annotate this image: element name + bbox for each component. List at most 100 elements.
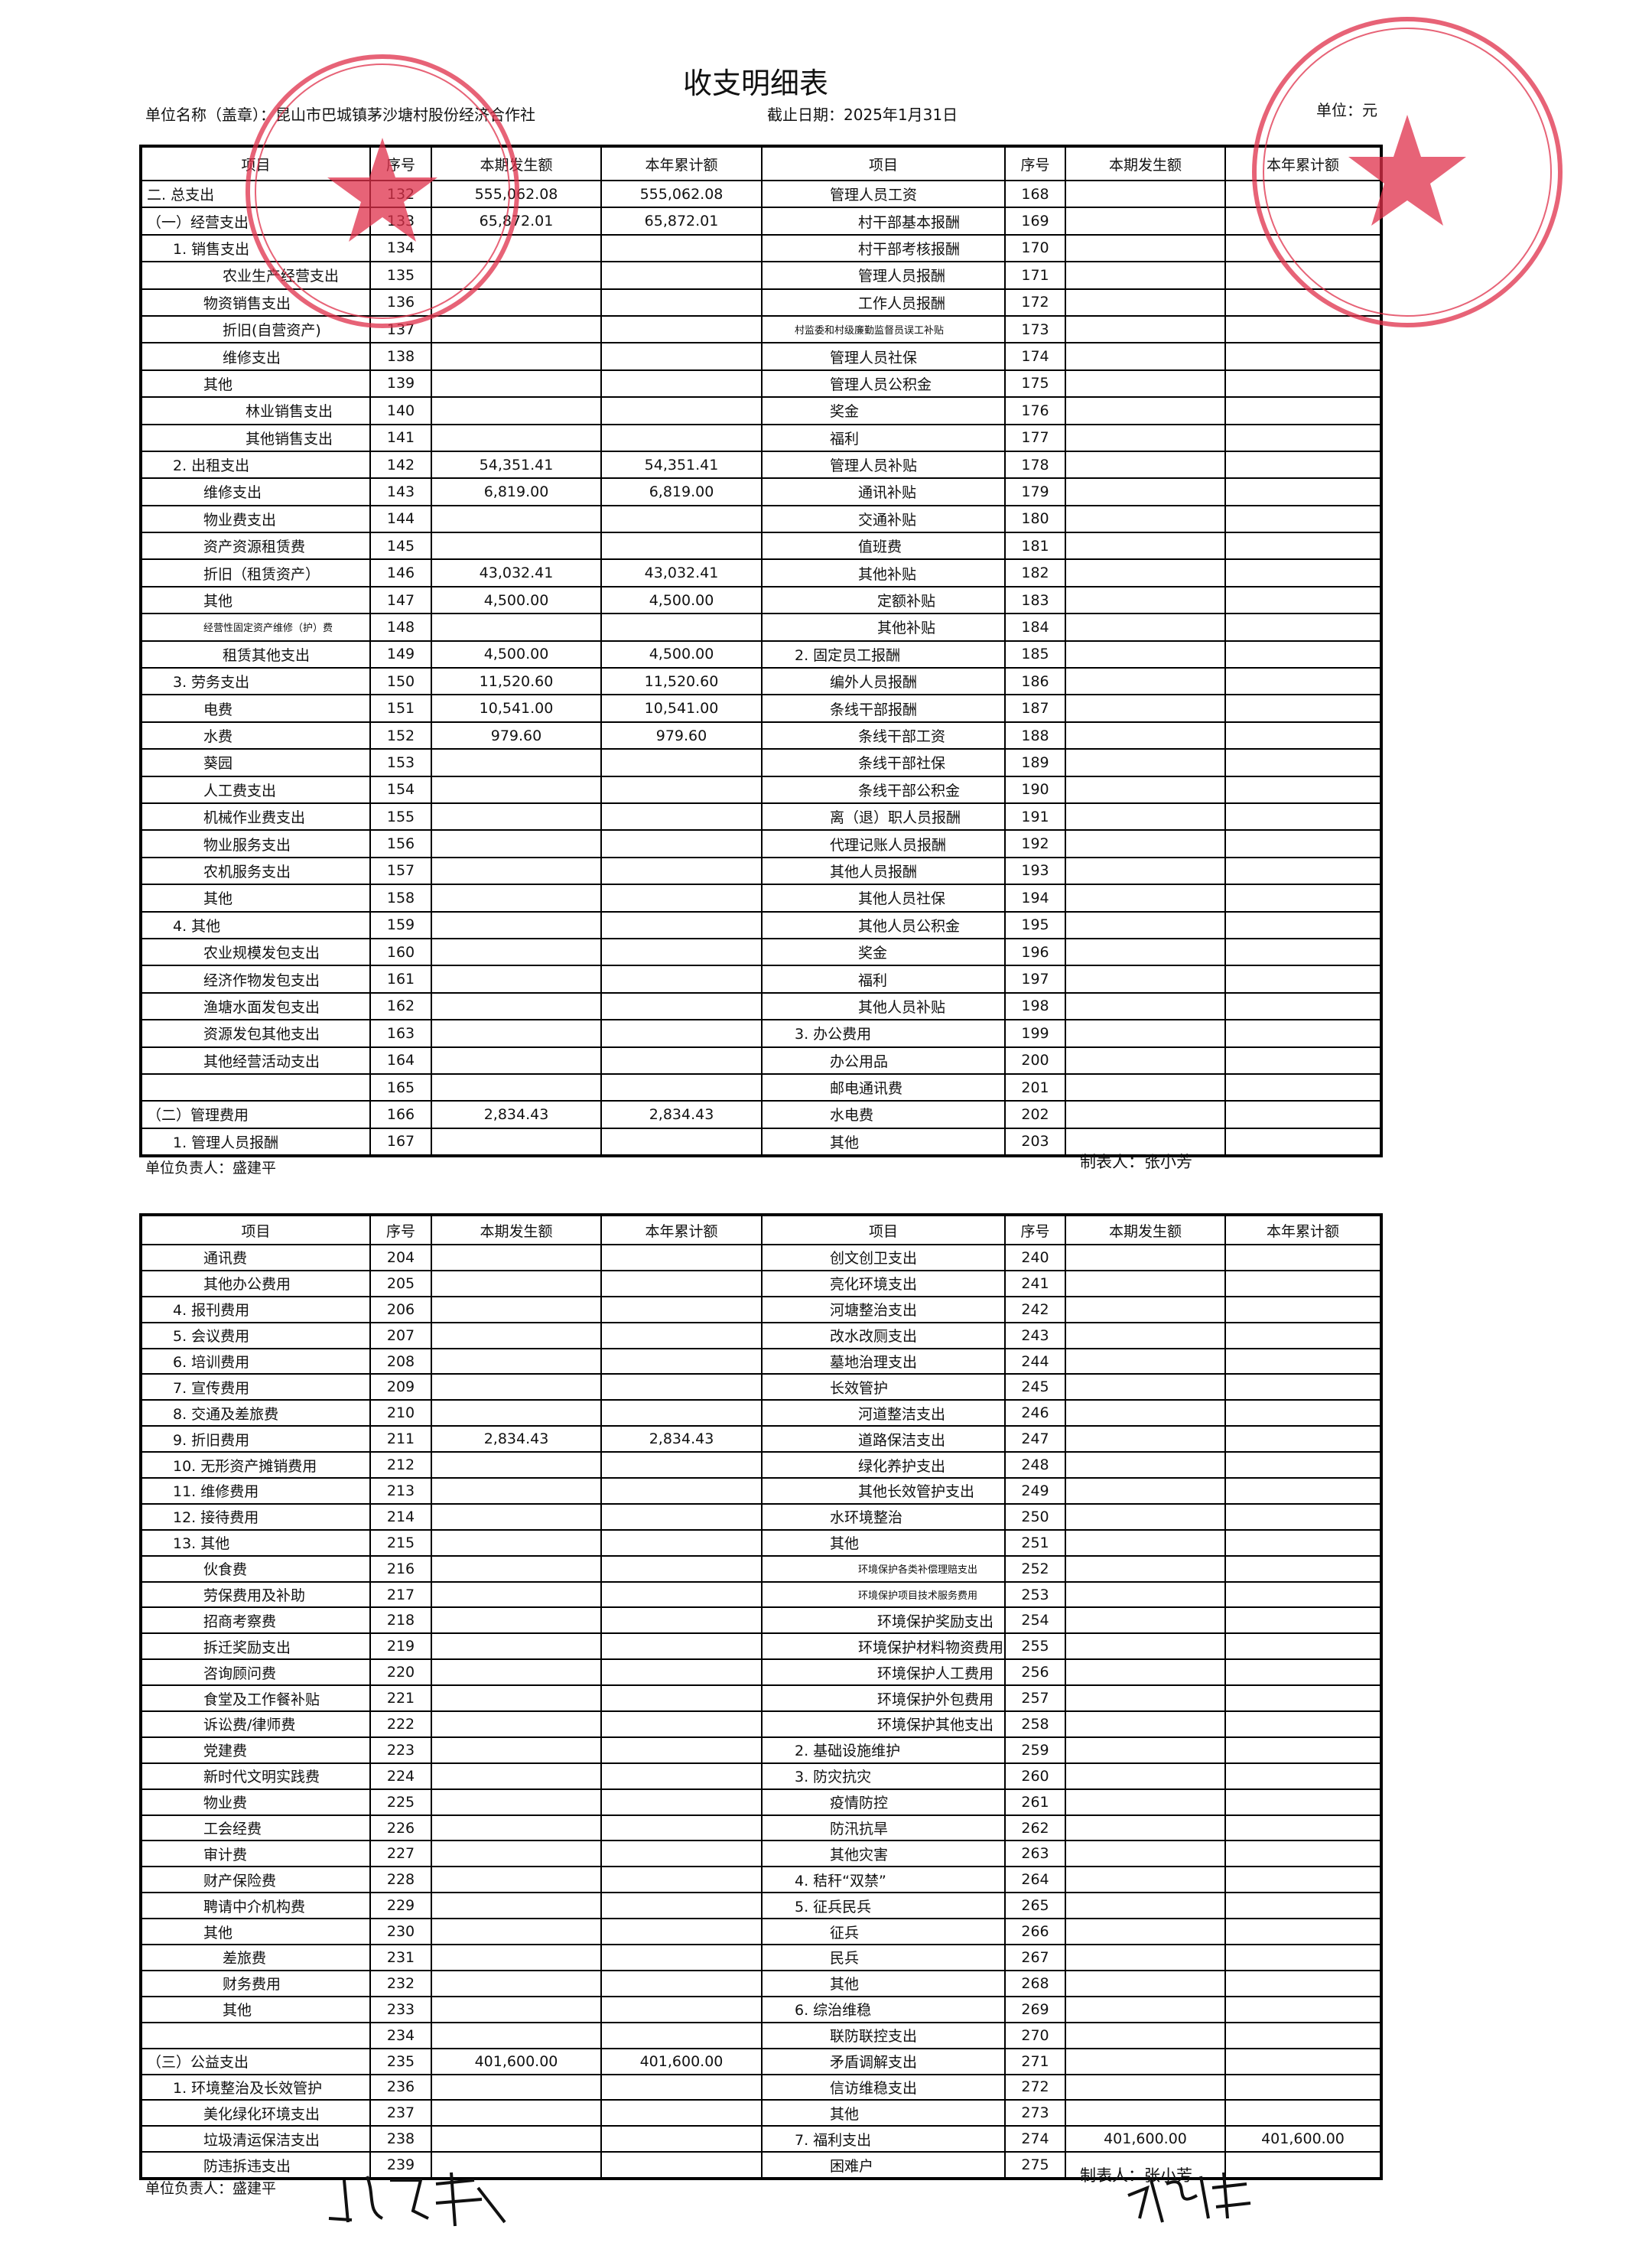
right-current-cell — [1065, 1554, 1226, 1583]
table-row: 二. 总支出 132 555,062.08 555,062.08 管理人员工资 168 — [140, 179, 1382, 209]
right-item-cell: 邮电通讯费 — [761, 1072, 1006, 1102]
right-current-cell — [1065, 2047, 1226, 2075]
table-row: 诉讼费/律师费 222 环境保护其他支出 258 — [140, 1710, 1382, 1738]
left-seq-cell: 228 — [369, 1866, 432, 1894]
right-seq-cell: 179 — [1004, 477, 1066, 506]
left-item-cell: 防违拆违支出 — [140, 2151, 371, 2180]
left-seq-cell: 163 — [369, 1019, 432, 1048]
left-seq-cell: 235 — [369, 2047, 432, 2075]
left-current-cell — [431, 1788, 602, 1816]
left-current-cell: 2,834.43 — [431, 1425, 602, 1453]
right-item-cell: 管理人员社保 — [761, 342, 1006, 371]
page-title: 收支明细表 — [682, 67, 828, 100]
right-current-cell — [1065, 1969, 1226, 1997]
left-item-cell: 资产资源租赁费 — [140, 532, 371, 561]
right-item-cell: 工作人员报酬 — [761, 288, 1006, 317]
left-current-cell — [431, 802, 602, 832]
left-current-cell — [431, 532, 602, 561]
left-cumulative-cell — [600, 937, 763, 967]
left-item-cell: 聘请中介机构费 — [140, 1892, 371, 1920]
left-seq-cell: 215 — [369, 1528, 432, 1557]
left-cumulative-cell — [600, 369, 763, 399]
table-row: 美化绿化环境支出 237 其他 273 — [140, 2099, 1382, 2127]
right-current-cell — [1065, 991, 1226, 1021]
left-item-cell: 其他经营活动支出 — [140, 1046, 371, 1075]
right-item-cell: 疫情防控 — [761, 1788, 1006, 1816]
left-cumulative-cell — [600, 2021, 763, 2049]
right-cumulative-cell — [1224, 1554, 1382, 1583]
table-row: 1. 管理人员报酬 167 其他 203 — [140, 1127, 1382, 1157]
left-current-cell — [431, 1892, 602, 1920]
right-item-cell: 6. 综治维稳 — [761, 1995, 1006, 2023]
table-row: 其他 139 管理人员公积金 175 — [140, 369, 1382, 399]
table-row: 9. 折旧费用 211 2,834.43 2,834.43 道路保洁支出 247 — [140, 1425, 1382, 1453]
right-item-cell: 河道整洁支出 — [761, 1399, 1006, 1427]
table-row: 资源发包其他支出 163 3. 办公费用 199 — [140, 1019, 1382, 1048]
left-item-cell: 渔塘水面发包支出 — [140, 991, 371, 1021]
right-cumulative-cell — [1224, 396, 1382, 425]
right-item-cell: 值班费 — [761, 532, 1006, 561]
left-cumulative-cell — [600, 1710, 763, 1738]
right-seq-cell: 185 — [1004, 640, 1066, 669]
left-current-cell — [431, 1502, 602, 1531]
left-current-cell: 10,541.00 — [431, 694, 602, 723]
left-cumulative-cell: 2,834.43 — [600, 1425, 763, 1453]
left-seq-cell: 137 — [369, 314, 432, 344]
left-cumulative-cell — [600, 1969, 763, 1997]
left-seq-cell: 165 — [369, 1072, 432, 1102]
right-cumulative-cell — [1224, 1684, 1382, 1713]
left-seq-cell: 142 — [369, 450, 432, 480]
left-cumulative-cell — [600, 504, 763, 534]
right-current-cell — [1065, 1046, 1226, 1075]
left-item-cell: （二）管理费用 — [140, 1100, 371, 1129]
right-current-cell — [1065, 1072, 1226, 1102]
table-row: 其他办公费用 205 亮化环境支出 241 — [140, 1269, 1382, 1297]
left-item-cell: 5. 会议费用 — [140, 1321, 371, 1349]
left-item-cell: 招商考察费 — [140, 1606, 371, 1635]
left-cumulative-cell — [600, 1866, 763, 1894]
table-row: 渔塘水面发包支出 162 其他人员补贴 198 — [140, 991, 1382, 1021]
table-row: 其他经营活动支出 164 办公用品 200 — [140, 1046, 1382, 1075]
header-left-cumulative: 本年累计额 — [600, 145, 763, 181]
right-current-cell — [1065, 721, 1226, 750]
right-cumulative-cell — [1224, 1892, 1382, 1920]
right-item-cell: 环境保护材料物资费用 — [761, 1632, 1006, 1661]
right-seq-cell: 187 — [1004, 694, 1066, 723]
left-seq-cell: 139 — [369, 369, 432, 399]
left-current-cell — [431, 1554, 602, 1583]
right-cumulative-cell — [1224, 1658, 1382, 1687]
right-seq-cell: 275 — [1004, 2151, 1066, 2180]
table-row: 审计费 227 其他灾害 263 — [140, 1840, 1382, 1868]
right-cumulative-cell — [1224, 721, 1382, 750]
right-current-cell — [1065, 1658, 1226, 1687]
left-item-cell: 物业费 — [140, 1788, 371, 1816]
left-cumulative-cell — [600, 1347, 763, 1375]
right-current-cell — [1065, 1736, 1226, 1764]
expense-table-2: 项目 序号 本期发生额 本年累计额 项目 序号 本期发生额 本年累计额 通讯费 204 创文创卫支出… — [139, 1213, 1383, 2181]
left-current-cell — [431, 1399, 602, 1427]
right-seq-cell: 203 — [1004, 1127, 1066, 1157]
right-current-cell — [1065, 1840, 1226, 1868]
left-cumulative-cell — [600, 1477, 763, 1505]
right-current-cell — [1065, 1528, 1226, 1557]
right-cumulative-cell — [1224, 261, 1382, 290]
right-cumulative-cell — [1224, 1127, 1382, 1157]
table-row: 折旧(自营资产) 137 村监委和村级廉勤监督员误工补贴 173 — [140, 314, 1382, 344]
right-current-cell — [1065, 532, 1226, 561]
left-cumulative-cell — [600, 1321, 763, 1349]
table-row: 农业规模发包支出 160 奖金 196 — [140, 937, 1382, 967]
right-seq-cell: 183 — [1004, 585, 1066, 615]
left-current-cell — [431, 991, 602, 1021]
left-item-cell: 食堂及工作餐补贴 — [140, 1684, 371, 1713]
right-seq-cell: 247 — [1004, 1425, 1066, 1453]
left-item-cell: 拆迁奖励支出 — [140, 1632, 371, 1661]
right-current-cell — [1065, 1918, 1226, 1946]
right-current-cell — [1065, 884, 1226, 913]
left-item-cell — [140, 1072, 371, 1102]
right-cumulative-cell — [1224, 477, 1382, 506]
table-row: 物业费 225 疫情防控 261 — [140, 1788, 1382, 1816]
left-item-cell: 其他 — [140, 369, 371, 399]
table-row: 其他 147 4,500.00 4,500.00 定额补贴 183 — [140, 585, 1382, 615]
left-item-cell: 物业服务支出 — [140, 829, 371, 858]
left-seq-cell: 158 — [369, 884, 432, 913]
